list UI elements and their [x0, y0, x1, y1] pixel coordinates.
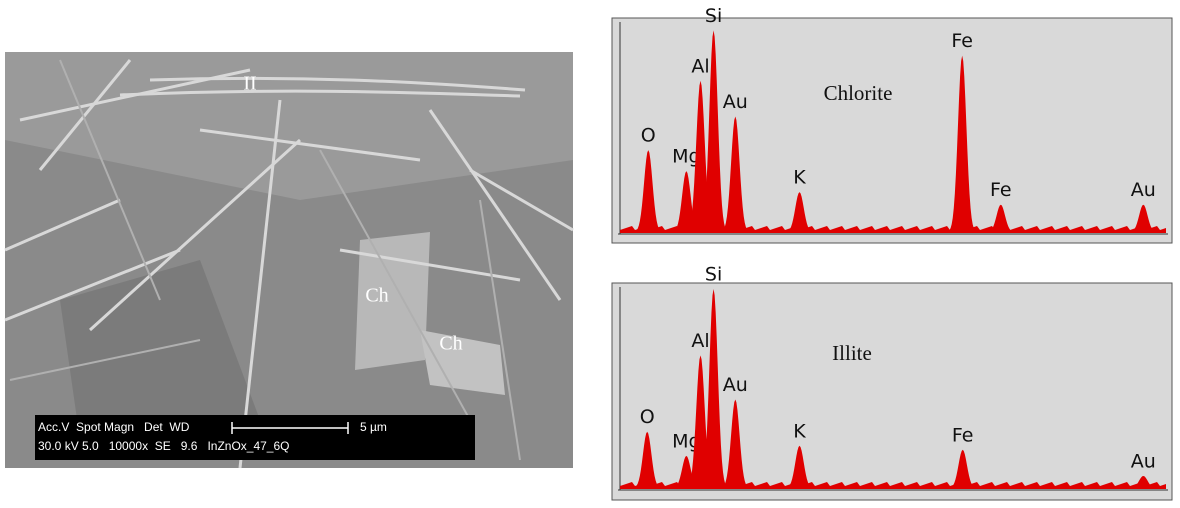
spectrum-title: Chlorite: [824, 81, 893, 105]
peak-label: Fe: [951, 30, 973, 52]
sem-image: [5, 52, 573, 468]
peak-label: Al: [691, 55, 709, 77]
peak-label: Au: [1131, 179, 1156, 201]
figure: II Ch Ch Acc.V Spot Magn Det WD 5 µm 30.…: [0, 0, 1180, 508]
peak-label: O: [640, 406, 655, 428]
info-header: Acc.V Spot Magn Det WD: [38, 420, 190, 434]
info-values: 30.0 kV 5.0 10000x SE 9.6 InZnOx_47_6Q: [38, 439, 290, 453]
peak-label: Si: [705, 264, 722, 286]
sem-label: Ch: [439, 333, 462, 355]
peak-label: Fe: [952, 424, 974, 446]
sem-label: Ch: [365, 285, 388, 307]
peak-label: K: [793, 167, 806, 189]
peak-label: Au: [723, 91, 748, 113]
spectrum-title: Illite: [832, 341, 872, 365]
peak-label: Au: [1131, 450, 1156, 472]
peak-label: Si: [705, 5, 722, 27]
peak-label: Fe: [990, 179, 1012, 201]
peak-label: Al: [691, 330, 709, 352]
peak-label: O: [641, 125, 656, 147]
sem-label: II: [243, 73, 256, 95]
peak-label: Au: [723, 374, 748, 396]
scale-label: 5 µm: [360, 420, 387, 434]
peak-label: K: [793, 420, 806, 442]
